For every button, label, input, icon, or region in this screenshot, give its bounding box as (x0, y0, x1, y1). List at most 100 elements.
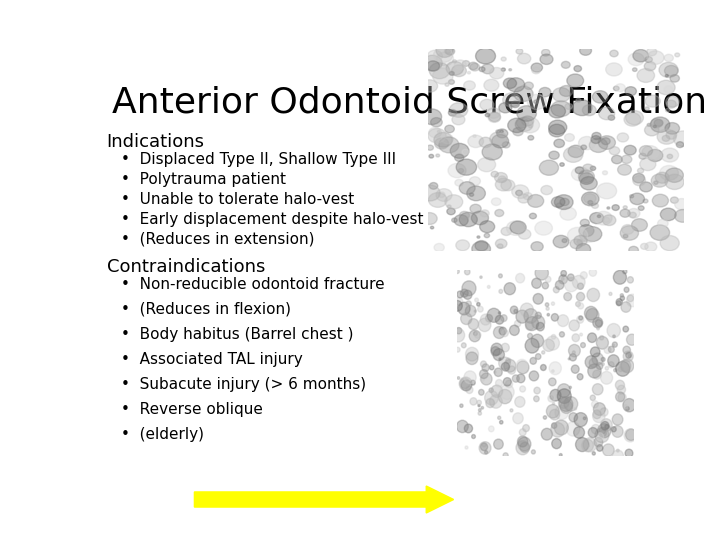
Circle shape (518, 53, 531, 64)
Circle shape (449, 110, 456, 116)
Circle shape (500, 421, 503, 424)
Circle shape (659, 62, 678, 77)
Circle shape (527, 94, 546, 110)
Circle shape (428, 50, 442, 62)
Circle shape (665, 123, 680, 134)
Circle shape (541, 49, 550, 56)
Circle shape (521, 116, 534, 126)
Circle shape (517, 361, 529, 374)
Circle shape (506, 221, 525, 235)
Circle shape (657, 219, 668, 227)
Circle shape (589, 138, 608, 152)
Circle shape (589, 268, 597, 276)
Circle shape (512, 185, 528, 198)
Circle shape (519, 429, 526, 436)
Circle shape (593, 403, 606, 415)
Circle shape (640, 158, 656, 171)
Circle shape (591, 136, 600, 144)
Text: •  Early displacement despite halo-vest: • Early displacement despite halo-vest (121, 212, 423, 227)
Circle shape (479, 442, 491, 454)
Circle shape (549, 409, 559, 420)
Circle shape (562, 62, 570, 68)
Text: •  Unable to tolerate halo-vest: • Unable to tolerate halo-vest (121, 192, 354, 207)
Circle shape (549, 120, 567, 134)
Circle shape (518, 194, 529, 203)
Circle shape (465, 305, 476, 316)
Circle shape (575, 408, 577, 410)
Circle shape (479, 67, 485, 72)
Circle shape (510, 409, 513, 412)
Circle shape (667, 154, 672, 159)
Circle shape (447, 208, 455, 215)
Circle shape (515, 396, 525, 407)
Circle shape (645, 57, 652, 63)
Circle shape (601, 138, 610, 145)
Circle shape (549, 395, 554, 399)
Circle shape (624, 206, 627, 209)
Circle shape (446, 48, 454, 55)
Circle shape (566, 422, 580, 436)
Circle shape (469, 330, 480, 342)
Circle shape (516, 273, 525, 283)
Circle shape (459, 377, 472, 390)
Circle shape (549, 362, 562, 375)
Circle shape (457, 377, 459, 379)
Circle shape (559, 163, 564, 166)
Circle shape (560, 401, 572, 414)
Circle shape (459, 181, 475, 194)
Circle shape (450, 143, 469, 158)
Circle shape (572, 100, 592, 116)
Circle shape (633, 173, 644, 183)
Circle shape (617, 133, 629, 142)
Circle shape (476, 48, 495, 64)
Circle shape (628, 208, 640, 218)
Text: •  (Reduces in flexion): • (Reduces in flexion) (121, 302, 291, 317)
Text: •  Displaced Type II, Shallow Type III: • Displaced Type II, Shallow Type III (121, 152, 396, 167)
Circle shape (623, 269, 627, 274)
Circle shape (474, 332, 481, 338)
Circle shape (557, 315, 569, 327)
Circle shape (593, 410, 601, 418)
Circle shape (624, 351, 633, 362)
Circle shape (662, 136, 670, 141)
Circle shape (455, 269, 459, 274)
Circle shape (452, 328, 464, 342)
Circle shape (564, 133, 575, 141)
Text: •  (elderly): • (elderly) (121, 427, 204, 442)
Circle shape (462, 380, 472, 391)
Circle shape (517, 106, 536, 121)
Circle shape (526, 321, 534, 330)
Circle shape (626, 407, 629, 410)
Circle shape (480, 210, 489, 217)
Circle shape (500, 384, 514, 400)
Circle shape (510, 221, 526, 234)
Circle shape (597, 444, 603, 451)
Circle shape (593, 370, 601, 379)
Circle shape (554, 195, 573, 210)
Circle shape (555, 406, 569, 420)
Circle shape (468, 319, 479, 329)
Text: •  Body habitus (Barrel chest ): • Body habitus (Barrel chest ) (121, 327, 354, 342)
Circle shape (624, 287, 629, 292)
Circle shape (612, 450, 624, 462)
Circle shape (474, 310, 476, 312)
Circle shape (647, 124, 651, 126)
Circle shape (500, 130, 503, 133)
Circle shape (455, 154, 464, 161)
Circle shape (521, 303, 534, 317)
Circle shape (471, 380, 475, 385)
Circle shape (561, 271, 567, 276)
Circle shape (576, 244, 590, 255)
Circle shape (516, 117, 533, 131)
Circle shape (469, 177, 480, 185)
Circle shape (591, 424, 600, 434)
Circle shape (629, 246, 639, 254)
Circle shape (596, 433, 604, 441)
Circle shape (489, 388, 493, 393)
Circle shape (630, 193, 644, 205)
Circle shape (564, 397, 577, 411)
Circle shape (487, 108, 500, 118)
Circle shape (582, 105, 596, 116)
Circle shape (467, 186, 485, 201)
Circle shape (466, 352, 478, 365)
